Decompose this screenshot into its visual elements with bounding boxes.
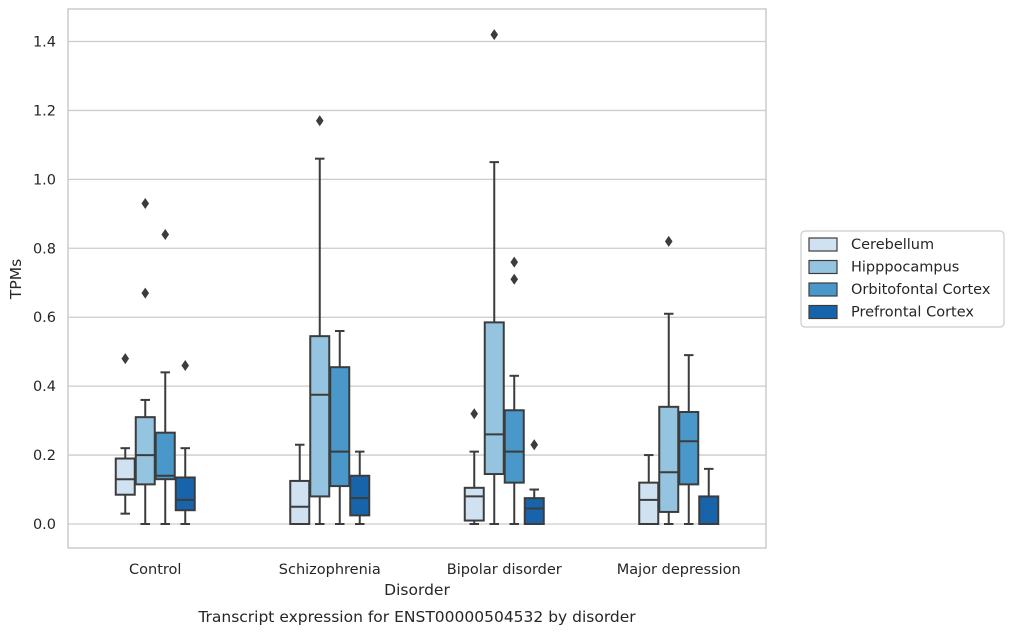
plot-frame <box>67 8 767 549</box>
box-prefrontal-cortex <box>349 450 371 525</box>
outlier-point <box>510 256 519 268</box>
outlier-point <box>664 235 673 247</box>
box-orbitofontal-cortex <box>329 330 351 525</box>
box-iqr <box>174 476 196 512</box>
legend-label: Orbitofontal Cortex <box>851 282 991 298</box>
y-tick-label: 1.4 <box>33 35 56 51</box>
box-hipppocampus <box>134 197 156 525</box>
x-axis-ticks: Control Schizophrenia Bipolar disorder Majo… <box>129 562 741 578</box>
legend-label: Cerebellum <box>851 237 934 253</box>
box-iqr <box>503 409 525 484</box>
chart-caption: Transcript expression for ENST0000050453… <box>197 608 636 626</box>
box-hipppocampus <box>658 235 680 525</box>
box-prefrontal-cortex <box>174 359 196 525</box>
y-axis-label: TPMs <box>7 259 25 300</box>
x-tick-label: Major depression <box>617 562 741 578</box>
box-cerebellum <box>638 454 660 525</box>
outlier-point <box>470 408 479 420</box>
box-iqr <box>638 481 660 525</box>
y-tick-label: 1.2 <box>33 103 56 119</box>
y-axis-ticks: 0.0 0.2 0.4 0.6 0.8 1.0 1.2 1.4 <box>33 35 56 534</box>
box-cerebellum <box>289 443 311 526</box>
legend-frame <box>800 230 1005 328</box>
box-orbitofontal-cortex <box>154 229 176 525</box>
outlier-point <box>121 353 130 365</box>
x-axis-label: Disorder <box>384 581 450 599</box>
legend-swatch <box>808 259 838 275</box>
x-tick-label: Control <box>129 562 181 578</box>
box-iqr <box>329 366 351 488</box>
outlier-point <box>181 359 190 371</box>
box-orbitofontal-cortex <box>678 354 700 525</box>
y-tick-label: 0.6 <box>33 310 56 326</box>
outlier-point <box>161 229 170 240</box>
box-iqr <box>698 495 720 525</box>
box-prefrontal-cortex <box>698 467 720 525</box>
box-iqr <box>463 486 485 522</box>
box-orbitofontal-cortex <box>503 256 525 525</box>
legend-swatch <box>808 282 838 297</box>
box-plot-marks <box>114 29 720 526</box>
legend-swatch <box>808 304 838 320</box>
box-hipppocampus <box>309 115 331 525</box>
outlier-point <box>141 287 150 299</box>
legend-label: Prefrontal Cortex <box>851 305 974 321</box>
outlier-point <box>490 29 499 41</box>
box-cerebellum <box>463 408 485 525</box>
box-iqr <box>658 405 680 513</box>
box-iqr <box>309 335 331 498</box>
legend: Cerebellum Hipppocampus Orbitofontal Corte… <box>800 230 1005 328</box>
box-iqr <box>349 474 371 517</box>
y-tick-label: 1.0 <box>33 172 56 188</box>
x-tick-label: Bipolar disorder <box>447 562 562 578</box>
outlier-point <box>530 439 539 451</box>
box-hipppocampus <box>483 29 505 525</box>
x-tick-label: Schizophrenia <box>279 562 381 578</box>
box-iqr <box>678 410 700 486</box>
box-iqr <box>134 416 156 486</box>
legend-label: Hipppocampus <box>851 260 959 276</box>
y-tick-label: 0.4 <box>33 379 56 395</box>
y-tick-label: 0.2 <box>33 448 56 464</box>
box-iqr <box>154 431 176 481</box>
box-iqr <box>289 479 311 526</box>
legend-swatch <box>808 237 838 252</box>
box-prefrontal-cortex <box>523 439 545 526</box>
outlier-point <box>141 197 150 209</box>
outlier-point <box>315 115 324 127</box>
y-tick-label: 0.8 <box>33 241 56 257</box>
box-iqr <box>523 497 545 526</box>
box-cerebellum <box>114 353 136 515</box>
y-tick-label: 0.0 <box>33 517 56 533</box>
outlier-point <box>510 273 519 285</box>
box-iqr <box>483 321 505 476</box>
box-iqr <box>114 457 136 496</box>
